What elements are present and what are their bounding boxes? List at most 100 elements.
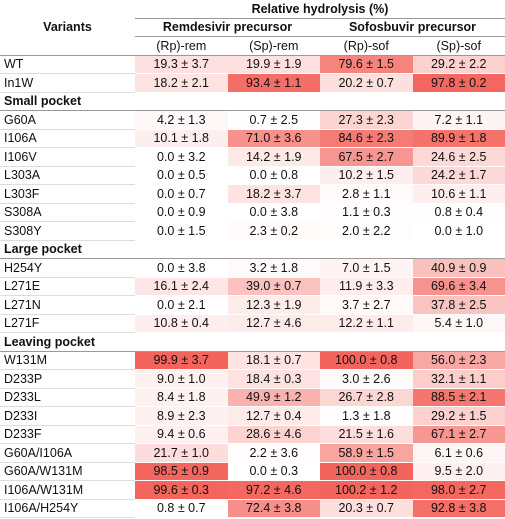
value-cell: 8.4 ± 1.8 — [135, 388, 228, 407]
variant-label: W131M — [0, 351, 135, 370]
value-cell: 7.2 ± 1.1 — [412, 110, 505, 130]
value-cell: 40.9 ± 0.9 — [412, 258, 505, 278]
section-row: Small pocket — [0, 91, 505, 111]
value-cell: 10.8 ± 0.4 — [135, 314, 228, 333]
value-cell: 5.4 ± 1.0 — [412, 314, 505, 333]
value-cell: 3.7 ± 2.7 — [320, 295, 413, 315]
value-cell: 14.2 ± 1.9 — [227, 147, 320, 167]
value-cell: 0.0 ± 0.9 — [135, 203, 228, 222]
value-cell: 37.8 ± 2.5 — [412, 295, 505, 315]
value-cell: 21.7 ± 1.0 — [135, 443, 228, 463]
data-row: I106A 10.1 ± 1.8 71.0 ± 3.6 84.6 ± 2.3 89.9 … — [0, 129, 505, 148]
value-cell: 79.6 ± 1.5 — [320, 55, 413, 74]
value-cell: 93.4 ± 1.1 — [227, 73, 320, 93]
variants-header: Variants — [0, 0, 135, 56]
data-row: L271N 0.0 ± 2.1 12.3 ± 1.9 3.7 ± 2.7 37.8 ± … — [0, 295, 505, 315]
data-row: I106A/W131M 99.6 ± 0.3 97.2 ± 4.6 100.2 ± 1… — [0, 480, 505, 500]
variant-label: S308A — [0, 203, 135, 222]
value-cell: 97.2 ± 4.6 — [227, 480, 320, 500]
section-row: Large pocket — [0, 239, 505, 259]
variant-label: G60A/I106A — [0, 443, 135, 463]
value-cell: 1.1 ± 0.3 — [320, 203, 413, 222]
subcolumn-header: (Sp)-rem — [227, 36, 320, 56]
variant-label: L271F — [0, 314, 135, 333]
variant-label: I106A/H254Y — [0, 499, 135, 518]
data-row: D233L 8.4 ± 1.8 49.9 ± 1.2 26.7 ± 2.8 88.5 ±… — [0, 388, 505, 407]
value-cell: 3.2 ± 1.8 — [227, 258, 320, 278]
value-cell: 9.0 ± 1.0 — [135, 369, 228, 389]
value-cell: 0.0 ± 3.8 — [135, 258, 228, 278]
value-cell: 56.0 ± 2.3 — [412, 351, 505, 370]
group-header: Remdesivir precursor — [135, 18, 320, 37]
data-row: G60A 4.2 ± 1.3 0.7 ± 2.5 27.3 ± 2.3 7.2 ± 1.… — [0, 110, 505, 130]
variant-label: D233P — [0, 369, 135, 389]
value-cell: 4.2 ± 1.3 — [135, 110, 228, 130]
value-cell: 11.9 ± 3.3 — [320, 277, 413, 296]
section-title: Leaving pocket — [0, 332, 505, 352]
value-cell: 2.0 ± 2.2 — [320, 221, 413, 241]
value-cell: 9.5 ± 2.0 — [412, 462, 505, 481]
value-cell: 0.0 ± 1.5 — [135, 221, 228, 241]
value-cell: 20.2 ± 0.7 — [320, 73, 413, 93]
value-cell: 2.2 ± 3.6 — [227, 443, 320, 463]
value-cell: 21.5 ± 1.6 — [320, 425, 413, 444]
value-cell: 19.9 ± 1.9 — [227, 55, 320, 74]
variant-label: I106A/W131M — [0, 480, 135, 500]
data-row: L271F 10.8 ± 0.4 12.7 ± 4.6 12.2 ± 1.1 5.4 ±… — [0, 314, 505, 333]
value-cell: 28.6 ± 4.6 — [227, 425, 320, 444]
value-cell: 3.0 ± 2.6 — [320, 369, 413, 389]
data-row: I106A/H254Y 0.8 ± 0.7 72.4 ± 3.8 20.3 ± 0.7… — [0, 499, 505, 518]
value-cell: 0.7 ± 2.5 — [227, 110, 320, 130]
value-cell: 12.7 ± 0.4 — [227, 406, 320, 426]
variant-label: H254Y — [0, 258, 135, 278]
value-cell: 18.2 ± 2.1 — [135, 73, 228, 93]
value-cell: 0.8 ± 0.7 — [135, 499, 228, 518]
data-row: I106V 0.0 ± 3.2 14.2 ± 1.9 67.5 ± 2.7 24.6 ±… — [0, 147, 505, 167]
data-row: WT 19.3 ± 3.7 19.9 ± 1.9 79.6 ± 1.5 29.2 ± 2… — [0, 55, 505, 74]
value-cell: 98.0 ± 2.7 — [412, 480, 505, 500]
data-row: L303A 0.0 ± 0.5 0.0 ± 0.8 10.2 ± 1.5 24.2 ± … — [0, 166, 505, 185]
value-cell: 26.7 ± 2.8 — [320, 388, 413, 407]
value-cell: 0.0 ± 2.1 — [135, 295, 228, 315]
value-cell: 19.3 ± 3.7 — [135, 55, 228, 74]
subcolumn-header: (Rp)-rem — [135, 36, 228, 56]
value-cell: 10.2 ± 1.5 — [320, 166, 413, 185]
value-cell: 0.0 ± 0.8 — [227, 166, 320, 185]
subcolumn-header: (Sp)-sof — [412, 36, 505, 56]
value-cell: 0.8 ± 0.4 — [412, 203, 505, 222]
value-cell: 7.0 ± 1.5 — [320, 258, 413, 278]
data-row: L271E 16.1 ± 2.4 39.0 ± 0.7 11.9 ± 3.3 69.6 … — [0, 277, 505, 296]
value-cell: 67.1 ± 2.7 — [412, 425, 505, 444]
value-cell: 0.0 ± 1.0 — [412, 221, 505, 241]
value-cell: 29.2 ± 1.5 — [412, 406, 505, 426]
variant-label: L271N — [0, 295, 135, 315]
section-title: Small pocket — [0, 91, 505, 111]
value-cell: 0.0 ± 3.8 — [227, 203, 320, 222]
value-cell: 89.9 ± 1.8 — [412, 129, 505, 148]
data-row: L303F 0.0 ± 0.7 18.2 ± 3.7 2.8 ± 1.1 10.6 ± … — [0, 184, 505, 204]
value-cell: 32.1 ± 1.1 — [412, 369, 505, 389]
value-cell: 9.4 ± 0.6 — [135, 425, 228, 444]
section-title: Large pocket — [0, 239, 505, 259]
value-cell: 88.5 ± 2.1 — [412, 388, 505, 407]
variant-label: WT — [0, 55, 135, 74]
variant-label: D233I — [0, 406, 135, 426]
group-header: Sofosbuvir precursor — [320, 18, 505, 37]
value-cell: 71.0 ± 3.6 — [227, 129, 320, 148]
data-row: D233F 9.4 ± 0.6 28.6 ± 4.6 21.5 ± 1.6 67.1 ±… — [0, 425, 505, 444]
value-cell: 16.1 ± 2.4 — [135, 277, 228, 296]
variant-label: L271E — [0, 277, 135, 296]
variant-label: I106A — [0, 129, 135, 148]
value-cell: 0.0 ± 3.2 — [135, 147, 228, 167]
value-cell: 12.7 ± 4.6 — [227, 314, 320, 333]
value-cell: 20.3 ± 0.7 — [320, 499, 413, 518]
subcolumn-header: (Rp)-sof — [320, 36, 413, 56]
data-row: In1W 18.2 ± 2.1 93.4 ± 1.1 20.2 ± 0.7 97.8 ±… — [0, 73, 505, 93]
value-cell: 58.9 ± 1.5 — [320, 443, 413, 463]
value-cell: 10.6 ± 1.1 — [412, 184, 505, 204]
value-cell: 12.2 ± 1.1 — [320, 314, 413, 333]
value-cell: 24.6 ± 2.5 — [412, 147, 505, 167]
value-cell: 39.0 ± 0.7 — [227, 277, 320, 296]
value-cell: 98.5 ± 0.9 — [135, 462, 228, 481]
